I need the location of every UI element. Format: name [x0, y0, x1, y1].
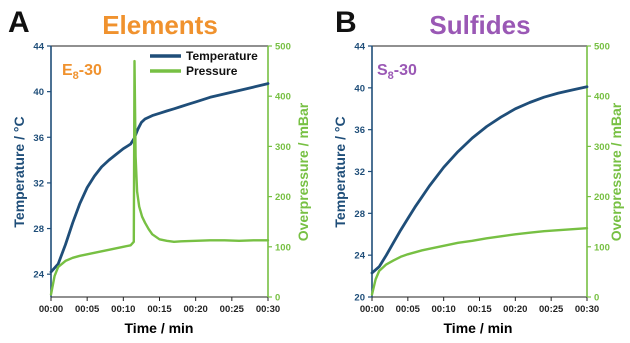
sample-label-subscript: 8	[73, 70, 79, 82]
panel-title: Sulfides	[429, 10, 530, 40]
y-tick-right-label: 100	[594, 242, 610, 253]
x-tick-label: 00:20	[503, 304, 527, 315]
y-tick-right-label: 200	[594, 192, 610, 203]
panel-a: A Elements E8-30 Temperature Pressure Te…	[8, 6, 311, 336]
x-tick-label: 00:10	[432, 304, 456, 315]
y-tick-left-label: 40	[354, 83, 365, 94]
y-tick-right-label: 200	[275, 192, 291, 203]
temperature-series-line	[370, 85, 589, 275]
y-tick-left-label: 36	[33, 133, 44, 144]
x-axis-label: Time / min	[444, 320, 513, 336]
y-tick-right-label: 100	[275, 242, 291, 253]
y-tick-right-label: 300	[275, 142, 291, 153]
sample-label-suffix: -30	[79, 62, 102, 79]
y-axis-right-label: Overpressure / mBar	[608, 102, 624, 241]
x-tick-label: 00:30	[575, 304, 599, 315]
y-tick-right-label: 400	[594, 92, 610, 103]
legend: Temperature Pressure	[150, 49, 258, 78]
x-tick-label: 00:30	[256, 304, 280, 315]
y-tick-left-label: 44	[33, 42, 44, 53]
y-tick-left-label: 24	[354, 251, 365, 262]
y-tick-right-label: 500	[594, 42, 610, 53]
panel-letter: B	[335, 6, 357, 39]
x-tick-label: 00:00	[39, 304, 63, 315]
y-tick-right-label: 300	[594, 142, 610, 153]
sample-label-suffix: -30	[394, 62, 417, 79]
panel-b: B Sulfides S8-30 Temperature / °C Overpr…	[332, 6, 624, 336]
x-tick-label: 00:15	[147, 304, 172, 315]
x-tick-label: 00:10	[111, 304, 135, 315]
x-tick-label: 00:20	[184, 304, 208, 315]
y-tick-left-label: 20	[354, 293, 365, 304]
x-tick-label: 00:05	[396, 304, 421, 315]
y-tick-left-label: 28	[354, 209, 365, 220]
sample-label: E8-30	[62, 62, 102, 82]
sample-label: S8-30	[377, 62, 417, 82]
pressure-series-line	[370, 226, 589, 296]
sample-label-subscript: 8	[388, 70, 394, 82]
y-tick-right-label: 0	[594, 293, 599, 304]
sample-label-base: E	[62, 62, 73, 79]
temperature-series-line	[49, 82, 270, 274]
y-tick-left-label: 36	[354, 125, 365, 136]
y-tick-left-label: 40	[33, 87, 44, 98]
x-axis-label: Time / min	[125, 320, 194, 336]
y-axis-left-label: Temperature / °C	[332, 116, 348, 227]
legend-temperature-label: Temperature	[186, 49, 258, 63]
y-tick-left-label: 32	[354, 167, 365, 178]
y-tick-left-label: 32	[33, 178, 44, 189]
x-tick-label: 00:25	[220, 304, 245, 315]
y-axis-left-label: Temperature / °C	[11, 116, 27, 227]
x-tick-label: 00:00	[360, 304, 384, 315]
y-tick-left-label: 44	[354, 42, 365, 53]
sample-label-base: S	[377, 62, 388, 79]
x-tick-label: 00:25	[539, 304, 564, 315]
panel-title: Elements	[102, 10, 218, 40]
pressure-series-line	[49, 59, 270, 296]
x-tick-label: 00:15	[467, 304, 492, 315]
y-tick-right-label: 400	[275, 92, 291, 103]
y-axis-right-label: Overpressure / mBar	[295, 102, 311, 241]
legend-pressure-label: Pressure	[186, 64, 238, 78]
y-tick-right-label: 500	[275, 42, 291, 53]
x-tick-label: 00:05	[75, 304, 100, 315]
y-tick-right-label: 0	[275, 293, 280, 304]
y-tick-left-label: 24	[33, 270, 44, 281]
y-tick-left-label: 28	[33, 224, 44, 235]
panel-letter: A	[8, 6, 30, 39]
